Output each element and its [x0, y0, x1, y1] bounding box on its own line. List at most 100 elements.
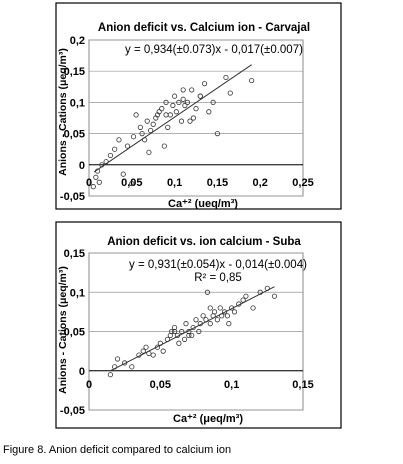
- chart-carvajal-y-tick-label: 0: [79, 160, 85, 172]
- chart-carvajal-data-point: [150, 121, 156, 127]
- chart-suba-data-point: [129, 364, 135, 370]
- chart-suba-data-point: [114, 356, 121, 362]
- chart-suba-equation: y = 0,931(±0.054)x - 0,014(±0.004): [129, 259, 307, 271]
- chart-carvajal-data-point: [182, 102, 188, 109]
- chart-carvajal-equation: y = 0,934(±0.073)x - 0,017(±0.007): [125, 44, 303, 56]
- chart-suba-data-point: [169, 328, 175, 335]
- chart-carvajal-data-point: [210, 99, 216, 106]
- chart-carvajal-data-point: [156, 109, 162, 115]
- chart-carvajal-data-point: [112, 146, 118, 152]
- chart-suba-r-squared: R² = 0,85: [194, 272, 242, 284]
- chart-carvajal-x-tick-label: 0,05: [121, 177, 142, 189]
- chart-carvajal-data-point: [184, 99, 191, 106]
- chart-carvajal-data-point: [206, 109, 212, 115]
- chart-carvajal-data-point: [173, 109, 179, 115]
- chart-carvajal-data-point: [178, 118, 185, 124]
- chart-suba-data-point: [186, 332, 192, 339]
- chart-carvajal-data-point: [165, 124, 171, 130]
- chart-suba-x-tick-label: 0: [86, 379, 92, 391]
- chart-carvajal-data-point: [163, 99, 169, 106]
- chart-suba-x-tick-label: 0,1: [224, 379, 239, 391]
- chart-carvajal-y-tick-label: 0,1: [70, 97, 85, 109]
- chart-carvajal-data-point: [170, 102, 176, 109]
- chart-carvajal-data-point: [223, 74, 229, 81]
- chart-suba-data-point: [107, 372, 114, 378]
- chart-carvajal-x-tick-label: 0,1: [167, 177, 182, 189]
- chart-carvajal-data-point: [187, 118, 193, 124]
- chart-carvajal-data-point: [201, 81, 208, 87]
- chart-suba-data-point: [200, 313, 206, 319]
- chart-suba-data-point: [140, 348, 146, 354]
- chart-suba-data-point: [176, 340, 182, 346]
- chart-suba-data-point: [207, 321, 213, 327]
- chart-carvajal-data-point: [129, 180, 135, 187]
- chart-suba-data-point: [250, 305, 256, 311]
- chart-carvajal-y-ticks: -0,05 0 0,05 0,1 0,15 0,2: [60, 35, 85, 203]
- chart-suba-trendline: [110, 286, 275, 372]
- chart-suba-data-point: [154, 344, 161, 350]
- chart-suba-data-point: [217, 305, 223, 311]
- chart-suba-data-point: [231, 309, 238, 315]
- chart-carvajal-data-point: [116, 137, 122, 143]
- chart-carvajal-data-point: [130, 134, 137, 140]
- chart-carvajal-data-point: [159, 106, 165, 112]
- chart-suba-data-point: [181, 336, 188, 342]
- chart-carvajal-data-point: [193, 106, 199, 112]
- chart-carvajal-data-point: [96, 179, 102, 185]
- chart-suba-data-point: [196, 328, 202, 335]
- chart-suba-data-point: [211, 309, 218, 315]
- chart-carvajal-data-point: [189, 87, 195, 93]
- chart-carvajal-data-point: [180, 96, 186, 102]
- chart-carvajal-data-point: [176, 99, 182, 106]
- chart-carvajal-data-point: [249, 77, 255, 84]
- chart-carvajal-data-point: [139, 131, 145, 137]
- chart-carvajal-data-point: [161, 143, 167, 149]
- chart-suba-points: [107, 285, 278, 378]
- chart-carvajal-x-label: Ca⁺² (ueq/m³): [168, 198, 238, 210]
- chart-suba-data-point: [143, 344, 149, 350]
- chart-carvajal-data-point: [180, 87, 186, 93]
- chart-suba-gridlines: [89, 252, 303, 411]
- chart-suba-data-point: [189, 332, 195, 339]
- figure-caption: Figure 8. Anion deficit compared to calc…: [3, 444, 232, 456]
- chart-carvajal-data-point: [93, 174, 99, 180]
- chart-carvajal-data-point: [107, 152, 114, 159]
- chart-carvajal-data-point: [90, 184, 96, 190]
- chart-suba-data-point: [172, 324, 178, 331]
- chart-suba-data-point: [150, 352, 156, 358]
- chart-suba-x-tick-label: 0,05: [150, 379, 171, 391]
- chart-carvajal-gridlines: [89, 39, 303, 197]
- chart-carvajal-data-point: [227, 90, 233, 96]
- chart-suba-x-tick-label: 0,15: [292, 379, 313, 391]
- chart-suba-y-label: Anions - Cations (μeq/m³): [57, 266, 69, 394]
- chart-suba-y-tick-label: 0,1: [70, 287, 85, 299]
- chart-carvajal-x-tick-label: 0,15: [207, 177, 228, 189]
- chart-suba-data-point: [183, 321, 189, 327]
- chart-carvajal-y-tick-label: 0,05: [64, 129, 85, 141]
- chart-carvajal-data-point: [148, 127, 154, 134]
- chart-suba-data-point: [224, 313, 230, 319]
- chart-suba-data-point: [207, 305, 213, 311]
- chart-carvajal-data-point: [190, 115, 197, 121]
- chart-carvajal-data-point: [137, 124, 143, 130]
- chart-suba-y-tick-label: 0: [79, 366, 85, 378]
- chart-carvajal-x-tick-label: 0,25: [292, 177, 313, 189]
- chart-carvajal-data-point: [214, 131, 220, 137]
- chart-carvajal-x-ticks: 0 0,05 0,1 0,15 0,2 0,25: [86, 177, 314, 189]
- chart-carvajal-x-tick-label: 0,2: [253, 177, 268, 189]
- chart-suba-data-point: [193, 317, 199, 323]
- chart-carvajal-data-point: [124, 143, 131, 149]
- chart-carvajal-y-label: Anions - Cations (μeq/m³): [57, 48, 69, 176]
- chart-suba-data-point: [214, 317, 220, 323]
- chart-suba-x-ticks: 0 0,05 0,1 0,15: [86, 379, 314, 391]
- chart-carvajal-data-point: [172, 93, 178, 99]
- chart-carvajal-y-tick-label: 0,2: [70, 35, 85, 47]
- chart-suba-y-tick-label: -0,05: [60, 405, 85, 417]
- chart-suba-y-tick-label: 0,15: [64, 248, 85, 260]
- chart-suba-data-point: [243, 293, 249, 299]
- chart-suba: -0,05 0 0,05 0,1 0,15 0 0,05 0,1 0,15 Anion def…: [55, 221, 342, 429]
- chart-carvajal-y-tick-label: 0,15: [64, 66, 85, 78]
- chart-suba-data-point: [221, 309, 228, 315]
